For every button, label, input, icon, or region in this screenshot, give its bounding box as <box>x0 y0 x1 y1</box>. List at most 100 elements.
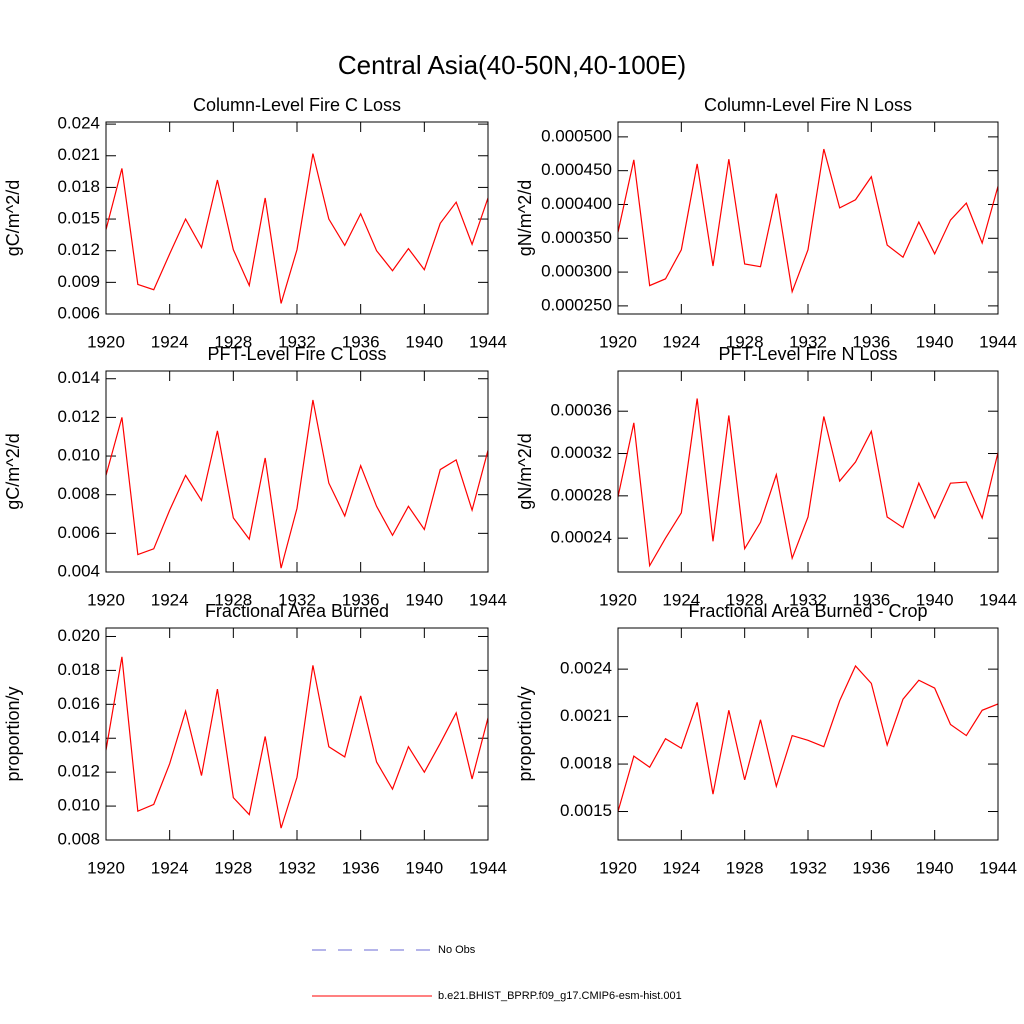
x-tick-label: 1924 <box>662 332 700 351</box>
data-line <box>618 148 998 295</box>
data-line <box>106 399 488 569</box>
x-tick-label: 1920 <box>87 858 125 877</box>
y-tick-label: 0.00028 <box>551 485 612 504</box>
panel-title: PFT-Level Fire N Loss <box>718 344 897 364</box>
x-tick-label: 1936 <box>342 858 380 877</box>
panel-title: Fractional Area Burned - Crop <box>688 601 927 621</box>
x-tick-label: 1936 <box>342 332 380 351</box>
panel-title: Column-Level Fire N Loss <box>704 95 912 115</box>
x-tick-label: 1944 <box>469 332 507 351</box>
x-tick-label: 1932 <box>278 332 316 351</box>
y-tick-label: 0.000300 <box>541 262 612 281</box>
legend-label: No Obs <box>438 944 476 956</box>
x-tick-label: 1932 <box>789 858 827 877</box>
y-tick-label: 0.012 <box>57 240 100 259</box>
x-tick-label: 1928 <box>726 858 764 877</box>
x-tick-label: 1936 <box>852 858 890 877</box>
data-line <box>106 656 488 829</box>
data-line <box>106 153 488 304</box>
y-tick-label: 0.0024 <box>560 659 612 678</box>
y-tick-label: 0.018 <box>57 660 100 679</box>
plot-frame <box>617 370 999 573</box>
plot-area <box>618 148 998 295</box>
x-tick-label: 1928 <box>214 858 252 877</box>
x-tick-label: 1928 <box>726 590 764 609</box>
x-tick-label: 1932 <box>789 332 827 351</box>
panel-title: Fractional Area Burned <box>205 601 389 621</box>
y-tick-label: 0.012 <box>57 762 100 781</box>
y-tick-label: 0.024 <box>57 114 100 133</box>
data-line <box>618 398 998 568</box>
x-tick-label: 1932 <box>278 858 316 877</box>
y-tick-label: 0.000400 <box>541 194 612 213</box>
x-tick-label: 1944 <box>469 858 507 877</box>
plot-area <box>106 399 488 569</box>
x-tick-label: 1936 <box>852 332 890 351</box>
y-tick-label: 0.000250 <box>541 295 612 314</box>
y-tick-label: 0.000350 <box>541 228 612 247</box>
plot-frame <box>105 627 489 841</box>
x-tick-label: 1944 <box>979 590 1017 609</box>
y-axis-label: gC/m^2/d <box>3 180 23 256</box>
y-tick-label: 0.012 <box>57 407 100 426</box>
y-axis-label: proportion/y <box>515 686 535 781</box>
plot-frame <box>105 370 489 573</box>
y-tick-label: 0.006 <box>57 523 100 542</box>
x-tick-label: 1924 <box>662 590 700 609</box>
y-tick-label: 0.008 <box>57 829 100 848</box>
x-tick-label: 1940 <box>916 590 954 609</box>
y-tick-label: 0.014 <box>57 368 100 387</box>
plot-area <box>618 664 998 812</box>
y-tick-label: 0.0015 <box>560 801 612 820</box>
plot-area <box>106 153 488 304</box>
x-tick-label: 1944 <box>979 332 1017 351</box>
x-tick-label: 1940 <box>405 590 443 609</box>
x-tick-label: 1932 <box>278 590 316 609</box>
plot-frame <box>617 121 999 315</box>
y-tick-label: 0.015 <box>57 209 100 228</box>
x-tick-label: 1924 <box>662 858 700 877</box>
y-tick-label: 0.010 <box>57 796 100 815</box>
y-axis-label: gN/m^2/d <box>515 433 535 509</box>
x-tick-label: 1924 <box>151 858 189 877</box>
y-tick-label: 0.000500 <box>541 126 612 145</box>
y-tick-label: 0.009 <box>57 272 100 291</box>
y-tick-label: 0.0018 <box>560 754 612 773</box>
plot-frame <box>617 627 999 841</box>
y-tick-label: 0.014 <box>57 728 100 747</box>
y-tick-label: 0.0021 <box>560 706 612 725</box>
plot-area <box>106 656 488 829</box>
y-tick-label: 0.006 <box>57 303 100 322</box>
x-tick-label: 1920 <box>87 590 125 609</box>
y-tick-label: 0.00024 <box>551 528 612 547</box>
x-tick-label: 1928 <box>726 332 764 351</box>
x-tick-label: 1940 <box>916 858 954 877</box>
plot-frame <box>105 121 489 315</box>
y-tick-label: 0.021 <box>57 145 100 164</box>
y-tick-label: 0.000450 <box>541 160 612 179</box>
y-tick-label: 0.008 <box>57 484 100 503</box>
data-line <box>618 664 998 812</box>
x-tick-label: 1924 <box>151 590 189 609</box>
panel-title: PFT-Level Fire C Loss <box>207 344 386 364</box>
x-tick-label: 1928 <box>214 332 252 351</box>
y-axis-label: proportion/y <box>3 686 23 781</box>
x-tick-label: 1924 <box>151 332 189 351</box>
y-tick-label: 0.00032 <box>551 443 612 462</box>
y-tick-label: 0.004 <box>57 561 100 580</box>
panel-title: Column-Level Fire C Loss <box>193 95 401 115</box>
figure-title: Central Asia(40-50N,40-100E) <box>338 50 686 80</box>
x-tick-label: 1920 <box>599 590 637 609</box>
y-tick-label: 0.018 <box>57 177 100 196</box>
x-tick-label: 1940 <box>405 858 443 877</box>
y-axis-label: gN/m^2/d <box>515 180 535 256</box>
x-tick-label: 1940 <box>405 332 443 351</box>
x-tick-label: 1920 <box>599 858 637 877</box>
x-tick-label: 1920 <box>87 332 125 351</box>
x-tick-label: 1940 <box>916 332 954 351</box>
legend-label: b.e21.BHIST_BPRP.f09_g17.CMIP6-esm-hist.… <box>438 990 682 1002</box>
x-tick-label: 1944 <box>979 858 1017 877</box>
x-tick-label: 1928 <box>214 590 252 609</box>
